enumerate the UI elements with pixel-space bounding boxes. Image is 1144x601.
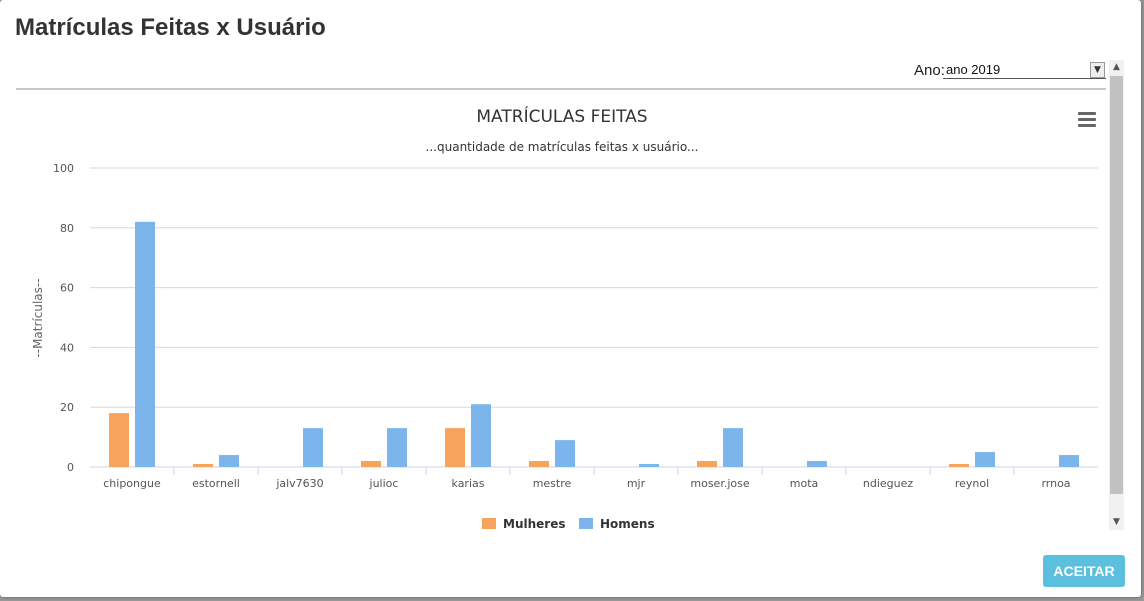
bar-mulheres-julioc[interactable] [361,461,381,467]
bar-homens-chipongue[interactable] [135,221,155,467]
bar-homens-mjr[interactable] [639,464,659,467]
chart-grid [90,167,1098,468]
x-tick-label: julioc [369,477,399,490]
accept-button[interactable]: ACEITAR [1043,555,1125,587]
y-tick-labels: 0 20 40 60 80 100 [53,162,74,474]
legend-label-mulheres[interactable]: Mulheres [503,517,565,530]
bar-chart: MATRÍCULAS FEITAS ...quantidade de matrí… [31,105,1098,530]
x-tick-label: jalv7630 [275,477,323,490]
x-tick-label: chipongue [103,477,161,490]
bar-homens-jalv7630[interactable] [303,428,323,467]
bar-homens-julioc[interactable] [387,428,407,467]
bar-homens-moser.jose[interactable] [723,428,743,467]
bar-mulheres-estornell[interactable] [193,464,213,467]
modal-title: Matrículas Feitas x Usuário [15,14,326,41]
x-tick-label: karias [452,477,485,490]
x-tick-label: mota [790,477,819,490]
x-tick-labels: chipongue estornell jalv7630 julioc karias me… [103,467,1071,490]
bar-mulheres-reynol[interactable] [949,464,969,467]
legend-label-homens[interactable]: Homens [600,517,655,530]
bar-mulheres-chipongue[interactable] [109,413,129,467]
vertical-scrollbar[interactable]: ▲ ▼ [1109,60,1124,530]
bar-homens-karias[interactable] [471,404,491,467]
y-tick-label: 80 [60,222,74,235]
y-tick-label: 20 [60,401,74,414]
x-tick-label: moser.jose [690,477,749,490]
year-label: Ano: [914,62,945,79]
bar-homens-rrnoa[interactable] [1059,455,1079,467]
chart-subtitle: ...quantidade de matrículas feitas x usu… [426,140,699,154]
x-tick-label: mjr [627,477,646,490]
y-tick-label: 40 [60,341,74,354]
y-axis-title: --Matrículas-- [31,278,45,357]
bar-mulheres-karias[interactable] [445,428,465,467]
x-tick-label: estornell [192,477,240,490]
x-tick-label: rrnoa [1041,477,1070,490]
chart-bars [109,221,1079,467]
x-tick-label: mestre [533,477,572,490]
bar-mulheres-moser.jose[interactable] [697,461,717,467]
bar-homens-mota[interactable] [807,461,827,467]
legend-swatch-homens[interactable] [579,518,593,529]
scrollbar-thumb[interactable] [1110,76,1123,494]
bar-homens-mestre[interactable] [555,440,575,467]
bar-homens-estornell[interactable] [219,455,239,467]
x-tick-label: ndieguez [863,477,913,490]
y-tick-label: 60 [60,282,74,295]
scroll-down-icon[interactable]: ▼ [1113,517,1120,527]
chart-legend: Mulheres Homens [482,517,655,530]
y-tick-label: 0 [67,461,74,474]
x-tick-label: reynol [955,477,989,490]
bar-mulheres-mestre[interactable] [529,461,549,467]
chart-menu-icon[interactable] [1078,112,1096,127]
chevron-down-icon[interactable]: ▼ [1090,62,1105,78]
chart-title: MATRÍCULAS FEITAS [476,105,647,127]
y-tick-label: 100 [53,162,74,175]
year-select[interactable]: ano 2019 [943,61,1106,79]
bar-homens-reynol[interactable] [975,452,995,467]
modal-scroll-area: Ano: ano 2019 ▼ MATRÍCULAS FEITAS ...qua… [16,60,1124,530]
divider [16,88,1106,90]
legend-swatch-mulheres[interactable] [482,518,496,529]
scroll-up-icon[interactable]: ▲ [1113,62,1120,72]
